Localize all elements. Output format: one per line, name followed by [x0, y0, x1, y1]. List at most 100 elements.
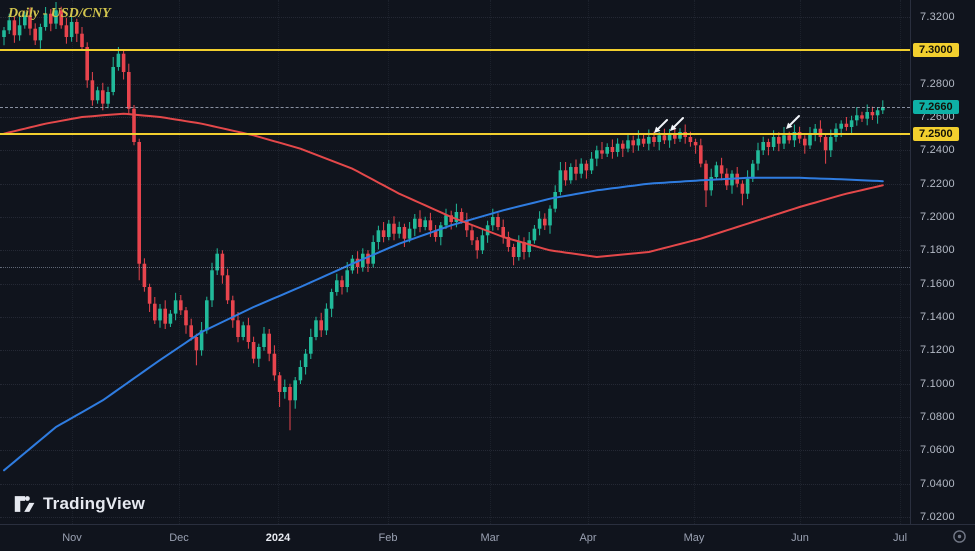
candle-body: [548, 208, 552, 226]
ma-red-line[interactable]: [3, 112, 884, 258]
candle-body: [423, 220, 427, 227]
price-tick: 7.3200: [920, 11, 955, 23]
candle-body: [563, 170, 568, 181]
candle-body: [376, 230, 381, 242]
price-tick: 7.2600: [920, 111, 955, 123]
candle-body: [771, 137, 776, 147]
candle-body: [272, 353, 277, 376]
candle-body: [173, 300, 178, 314]
candle-body: [184, 310, 188, 326]
price-level-line[interactable]: [0, 49, 910, 52]
candle-body: [740, 183, 745, 194]
annotation-arrow[interactable]: [672, 117, 684, 129]
candle-body: [277, 375, 282, 392]
candle-body: [652, 137, 656, 142]
candle-body: [813, 128, 817, 134]
candle-body: [870, 112, 875, 116]
price-tick: 7.1800: [920, 244, 955, 257]
candle-body: [439, 225, 443, 237]
candle-body: [371, 242, 375, 264]
candle-body: [787, 135, 791, 141]
time-label-year: 2024: [265, 532, 291, 544]
candle-body: [335, 280, 339, 292]
time-label-month: Apr: [579, 532, 597, 544]
candle-body: [101, 90, 105, 104]
candle-body: [324, 308, 329, 331]
candle-body: [584, 163, 589, 171]
annotation-arrow[interactable]: [656, 119, 668, 131]
candle-body: [355, 258, 360, 267]
price-label-chip: 7.2500: [913, 126, 959, 141]
vertical-gridline: [278, 0, 279, 524]
candle-body: [23, 15, 27, 26]
time-label-month: Jul: [892, 532, 908, 544]
vertical-gridline: [588, 0, 589, 524]
candle-body: [433, 230, 438, 237]
candle-body: [745, 178, 750, 194]
candle-body: [402, 227, 407, 239]
candle-body: [158, 308, 162, 321]
candle-body: [345, 270, 349, 287]
candle-body: [428, 220, 433, 231]
candle-body: [823, 137, 828, 151]
candle-body: [506, 237, 511, 247]
horizontal-gridline: [0, 17, 910, 18]
candle-body: [647, 137, 651, 144]
price-tick: 7.1200: [920, 344, 955, 357]
annotation-arrow[interactable]: [788, 115, 800, 127]
horizontal-gridline: [0, 150, 910, 152]
horizontal-gridline: [0, 317, 910, 318]
candle-body: [615, 143, 620, 152]
candle-body: [751, 163, 755, 179]
candle-body: [111, 67, 115, 92]
candle-body: [610, 147, 615, 152]
price-chart-canvas[interactable]: Daily - USD/CNY TradingView: [0, 0, 910, 524]
horizontal-gridline: [0, 383, 910, 385]
candle-body: [860, 115, 864, 119]
candle-body: [106, 92, 110, 104]
candle-body: [179, 300, 183, 311]
price-tick: 7.1400: [920, 311, 955, 323]
candle-body: [236, 320, 240, 337]
candle-body: [314, 320, 318, 337]
candlestick-chart[interactable]: [0, 0, 910, 524]
vertical-gridline: [179, 0, 180, 524]
candle-body: [132, 108, 136, 142]
candle-body: [756, 150, 760, 164]
time-axis[interactable]: Nov Dec 2024 Feb Mar Apr May Jun Jul: [0, 524, 975, 551]
ma-blue-line[interactable]: [3, 176, 884, 472]
axis-settings-icon[interactable]: [952, 529, 967, 549]
candle-body: [418, 218, 422, 227]
price-axis[interactable]: 7.3200 7.3000 7.2800 7.2600 7.2400 7.2200 7.20…: [910, 0, 975, 524]
candle-body: [298, 367, 303, 381]
candle-body: [54, 10, 58, 24]
candle-body: [381, 230, 386, 237]
time-label-month: Dec: [169, 532, 189, 544]
candle-body: [80, 33, 84, 47]
candle-body: [558, 170, 563, 192]
price-level-line[interactable]: [0, 132, 910, 135]
candle-body: [127, 72, 131, 109]
price-level-line[interactable]: [0, 267, 910, 268]
candle-body: [449, 215, 453, 222]
price-tick: 7.0200: [920, 511, 955, 523]
vertical-gridline: [490, 0, 491, 524]
candle-body: [199, 330, 204, 351]
tradingview-watermark[interactable]: TradingView: [14, 494, 145, 514]
candle-body: [496, 217, 500, 227]
candle-body: [475, 240, 479, 251]
candle-body: [85, 47, 89, 81]
candle-body: [517, 242, 521, 257]
candle-body: [459, 212, 464, 221]
candle-body: [829, 137, 833, 151]
candle-body: [116, 53, 121, 67]
candle-body: [163, 308, 167, 324]
candle-body: [667, 133, 672, 141]
candle-body: [17, 25, 22, 36]
candle-body: [600, 150, 604, 154]
tradingview-logo-text: TradingView: [43, 494, 146, 513]
candle-body: [392, 223, 396, 234]
candle-body: [147, 287, 152, 304]
candle-body: [501, 227, 505, 237]
